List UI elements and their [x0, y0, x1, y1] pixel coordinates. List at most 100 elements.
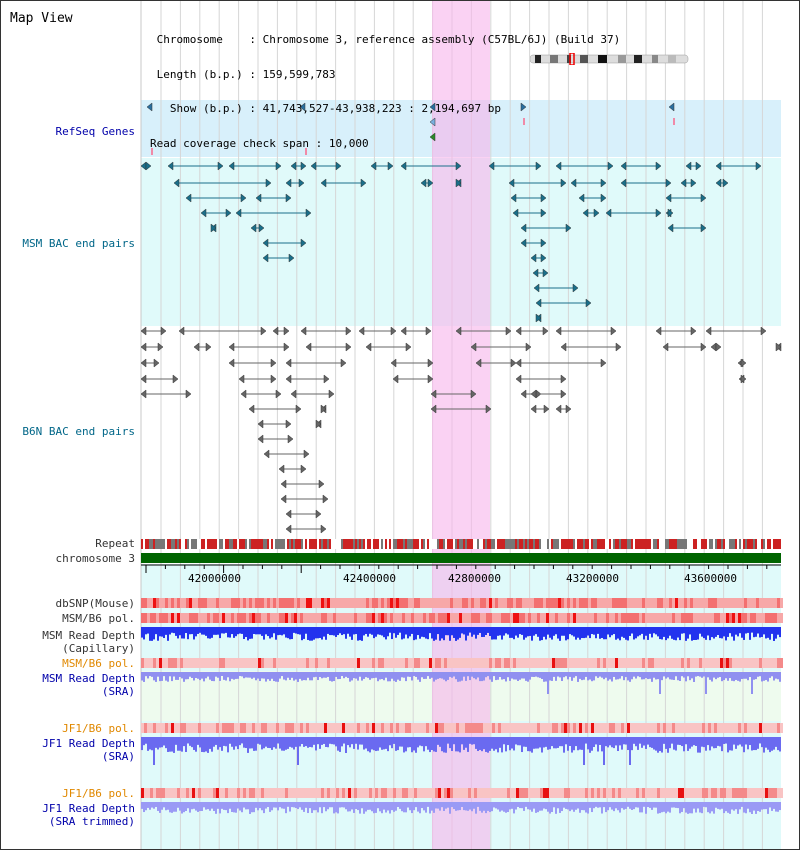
- b6n-bac-pair: [525, 342, 532, 352]
- jf1-b6-pol-heat: [273, 723, 276, 733]
- jf1-b6-pol-heat: [318, 723, 321, 733]
- jf1-depth-bar: [245, 737, 247, 749]
- jf1-b6-pol-heat: [474, 723, 477, 733]
- jf1-b6-pol-2-heat: [681, 788, 684, 798]
- chromosome-label[interactable]: chromosome 3: [55, 552, 135, 565]
- msm-depth-cap-bar: [745, 627, 747, 634]
- jf1-depth-tr-bar: [749, 802, 751, 813]
- msm-depth-sra-bar: [201, 672, 203, 679]
- msm-b6-pol-2-heat: [654, 658, 657, 668]
- jf1-b6-pol-2-heat: [255, 788, 258, 798]
- jf1-b6-pol-2-heat: [444, 788, 447, 798]
- jf1-b6-pol-label[interactable]: JF1/B6 pol.: [62, 722, 135, 735]
- repeat-segment: [681, 539, 683, 549]
- chromosome-ideogram[interactable]: [530, 53, 690, 65]
- dbsnp-label[interactable]: dbSNP(Mouse): [55, 597, 135, 610]
- jf1-depth-tr-bar: [441, 802, 443, 808]
- msm-bac-label[interactable]: MSM BAC end pairs: [22, 237, 135, 250]
- msm-depth-sra-bar: [485, 672, 487, 678]
- jf1-depth-bar: [655, 737, 657, 751]
- repeat-segment: [269, 539, 271, 549]
- jf1-depth-tr-bar: [661, 802, 663, 813]
- jf1-b6-pol-2-heat: [741, 788, 744, 798]
- msm-depth-cap-bar: [271, 627, 273, 638]
- jf1-depth-tr-bar: [167, 802, 169, 810]
- repeat-segment: [443, 539, 445, 549]
- msm-depth-sra-bar: [411, 672, 413, 681]
- msm-b6-pol-2-heat: [531, 658, 534, 668]
- msm-b6-pol-heat: [300, 613, 303, 623]
- jf1-depth-bar: [365, 737, 367, 749]
- repeat-label[interactable]: Repeat: [95, 537, 135, 550]
- dbsnp-heat: [480, 598, 483, 608]
- msm-b6-pol-2-label[interactable]: MSM/B6 pol.: [62, 657, 135, 670]
- jf1-b6-pol-heat: [753, 723, 756, 733]
- repeat-segment: [687, 539, 689, 549]
- jf1-b6-pol-2-heat: [483, 788, 486, 798]
- jf1-b6-pol-2-heat: [426, 788, 429, 798]
- msm-bac-pair: [258, 223, 265, 233]
- msm-depth-cap-bar: [705, 627, 707, 640]
- msm-b6-pol-heat: [597, 613, 600, 623]
- jf1-b6-pol-2-heat: [243, 788, 246, 798]
- msm-depth-sra-bar: [219, 672, 221, 681]
- dbsnp-heat: [411, 598, 414, 608]
- msm-b6-pol-2-heat: [477, 658, 480, 668]
- jf1-depth-tr-bar: [777, 802, 779, 812]
- repeat-segment: [379, 539, 381, 549]
- jf1-depth-bar: [355, 737, 357, 744]
- msm-depth-cap-bar: [567, 627, 569, 640]
- msm-read-depth-sra-label[interactable]: MSM Read Depth (SRA): [1, 672, 135, 698]
- jf1-depth-bar: [379, 737, 381, 748]
- dbsnp-heat: [642, 598, 645, 608]
- msm-depth-sra-bar: [751, 672, 753, 694]
- jf1-depth-tr-bar: [427, 802, 429, 807]
- jf1-b6-pol-heat: [774, 723, 777, 733]
- msm-depth-cap-bar: [741, 627, 743, 638]
- chromosome-value: Chromosome 3, reference assembly (C57BL/…: [262, 33, 621, 46]
- b6n-bac-pair: [272, 326, 279, 336]
- jf1-depth-bar: [757, 737, 759, 749]
- msm-b6-pol-2-heat: [720, 658, 723, 668]
- repeat-segment: [353, 539, 355, 549]
- dbsnp-heat: [237, 598, 240, 608]
- msm-b6-pol-heat: [264, 613, 267, 623]
- dbsnp-heat: [537, 598, 540, 608]
- jf1-depth-tr-bar: [339, 802, 341, 808]
- jf1-depth-tr-bar: [627, 802, 629, 807]
- jf1-b6-pol-heat: [750, 723, 753, 733]
- jf1-b6-pol-2-label[interactable]: JF1/B6 pol.: [62, 787, 135, 800]
- msm-b6-pol-label[interactable]: MSM/B6 pol.: [62, 612, 135, 625]
- msm-depth-sra-bar: [175, 672, 177, 680]
- repeat-segment: [205, 539, 207, 549]
- msm-b6-pol-heat: [351, 613, 354, 623]
- msm-b6-pol-2-heat: [270, 658, 273, 668]
- msm-read-depth-cap-label[interactable]: MSM Read Depth (Capillary): [1, 629, 135, 655]
- jf1-depth-tr-bar: [543, 802, 545, 809]
- jf1-depth-bar: [719, 737, 721, 747]
- jf1-depth-tr-bar: [775, 802, 777, 812]
- selected-region-highlight[interactable]: [432, 1, 490, 849]
- msm-depth-cap-bar: [433, 627, 435, 641]
- jf1-depth-bar: [293, 737, 295, 750]
- msm-depth-cap-bar: [377, 627, 379, 635]
- jf1-b6-pol-heat: [597, 723, 600, 733]
- jf1-depth-bar: [507, 737, 509, 746]
- msm-depth-cap-bar: [363, 627, 365, 636]
- jf1-depth-tr-bar: [483, 802, 485, 811]
- jf1-depth-tr-bar: [513, 802, 515, 814]
- jf1-b6-pol-2-heat: [510, 788, 513, 798]
- dbsnp-heat: [177, 598, 180, 608]
- refseq-genes-label[interactable]: RefSeq Genes: [55, 125, 135, 138]
- b6n-bac-label[interactable]: B6N BAC end pairs: [22, 425, 135, 438]
- jf1-depth-bar: [523, 737, 525, 747]
- jf1-depth-bar: [463, 737, 465, 750]
- jf1-depth-tr-bar: [695, 802, 697, 813]
- msm-depth-sra-bar: [245, 672, 247, 678]
- dbsnp-heat: [549, 598, 552, 608]
- jf1-depth-bar: [467, 737, 469, 752]
- jf1-read-depth-label[interactable]: JF1 Read Depth (SRA): [1, 737, 135, 763]
- jf1-read-depth-trimmed-label[interactable]: JF1 Read Depth (SRA trimmed): [1, 802, 135, 828]
- jf1-depth-bar: [643, 737, 645, 746]
- dbsnp-heat: [714, 598, 717, 608]
